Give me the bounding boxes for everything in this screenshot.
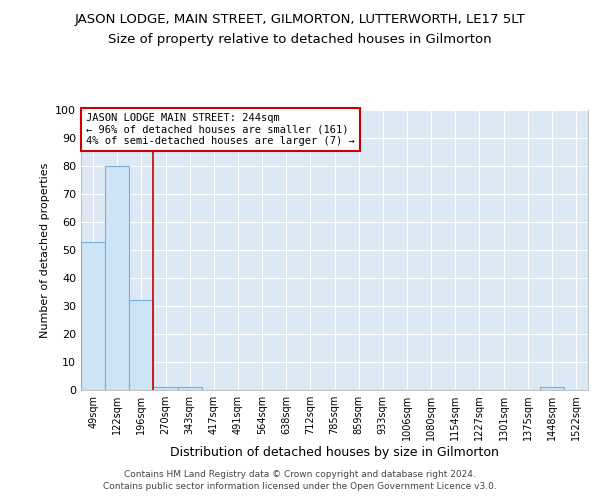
- Text: Size of property relative to detached houses in Gilmorton: Size of property relative to detached ho…: [108, 32, 492, 46]
- Text: JASON LODGE MAIN STREET: 244sqm
← 96% of detached houses are smaller (161)
4% of: JASON LODGE MAIN STREET: 244sqm ← 96% of…: [86, 113, 355, 146]
- X-axis label: Distribution of detached houses by size in Gilmorton: Distribution of detached houses by size …: [170, 446, 499, 459]
- Bar: [81, 242, 105, 390]
- Text: Contains HM Land Registry data © Crown copyright and database right 2024.: Contains HM Land Registry data © Crown c…: [124, 470, 476, 479]
- Bar: [154, 387, 178, 390]
- Bar: [129, 300, 154, 390]
- Text: JASON LODGE, MAIN STREET, GILMORTON, LUTTERWORTH, LE17 5LT: JASON LODGE, MAIN STREET, GILMORTON, LUT…: [74, 12, 526, 26]
- Bar: [178, 387, 202, 390]
- Bar: [105, 166, 129, 390]
- Bar: [540, 387, 564, 390]
- Text: Contains public sector information licensed under the Open Government Licence v3: Contains public sector information licen…: [103, 482, 497, 491]
- Y-axis label: Number of detached properties: Number of detached properties: [40, 162, 50, 338]
